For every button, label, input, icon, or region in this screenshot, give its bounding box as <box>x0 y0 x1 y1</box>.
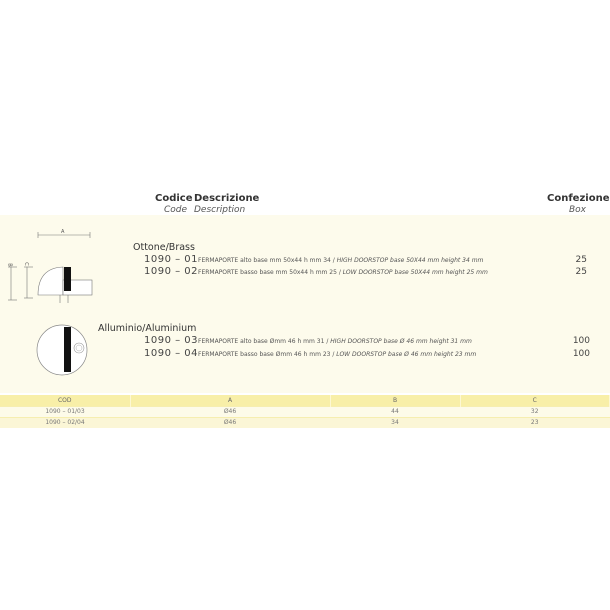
box-qty: 100 <box>572 349 590 359</box>
header-code-it: Codice <box>155 193 193 204</box>
dim-label-c: C <box>22 262 29 266</box>
table-row: 1090 – 01/03 Ø46 44 32 <box>0 405 610 417</box>
header-desc-it: Descrizione <box>194 193 260 204</box>
product-code: 1090 – 03 <box>144 335 199 346</box>
col-c: C <box>460 395 610 406</box>
product-code: 1090 – 01 <box>144 254 199 265</box>
dim-label-a: A <box>61 229 65 235</box>
brass-doorstop-drawing: A <box>8 229 93 303</box>
header-box-it: Confezione <box>547 193 610 204</box>
dimensions-table: COD A B C 1090 – 01/03 Ø46 44 32 1090 – 02/… <box>0 395 610 428</box>
box-qty: 25 <box>575 267 587 277</box>
header-box-en: Box <box>569 205 587 215</box>
aluminium-doorstop-drawing <box>36 324 88 376</box>
header-code-en: Code <box>164 205 188 215</box>
content-band <box>0 215 610 393</box>
product-code: 1090 – 02 <box>144 266 199 277</box>
dim-label-b: B <box>6 263 13 267</box>
product-description: FERMAPORTE alto base mm 50x44 h mm 34 / … <box>198 257 484 264</box>
col-cod: COD <box>0 395 131 406</box>
table-row: 1090 – 02/04 Ø46 34 23 <box>0 416 610 428</box>
product-description: FERMAPORTE alto base Ømm 46 h mm 31 / HI… <box>198 338 472 345</box>
product-description: FERMAPORTE basso base Ømm 46 h mm 23 / L… <box>198 351 477 358</box>
col-a: A <box>130 395 331 406</box>
box-qty: 100 <box>572 336 590 346</box>
header-desc-en: Description <box>194 205 246 215</box>
group-title-brass: Ottone/Brass <box>133 242 195 253</box>
box-qty: 25 <box>575 255 587 265</box>
group-title-aluminium: Alluminio/Aluminium <box>98 323 197 334</box>
product-code: 1090 – 04 <box>144 348 199 359</box>
product-description: FERMAPORTE basso base mm 50x44 h mm 25 /… <box>198 269 488 276</box>
col-b: B <box>330 395 461 406</box>
